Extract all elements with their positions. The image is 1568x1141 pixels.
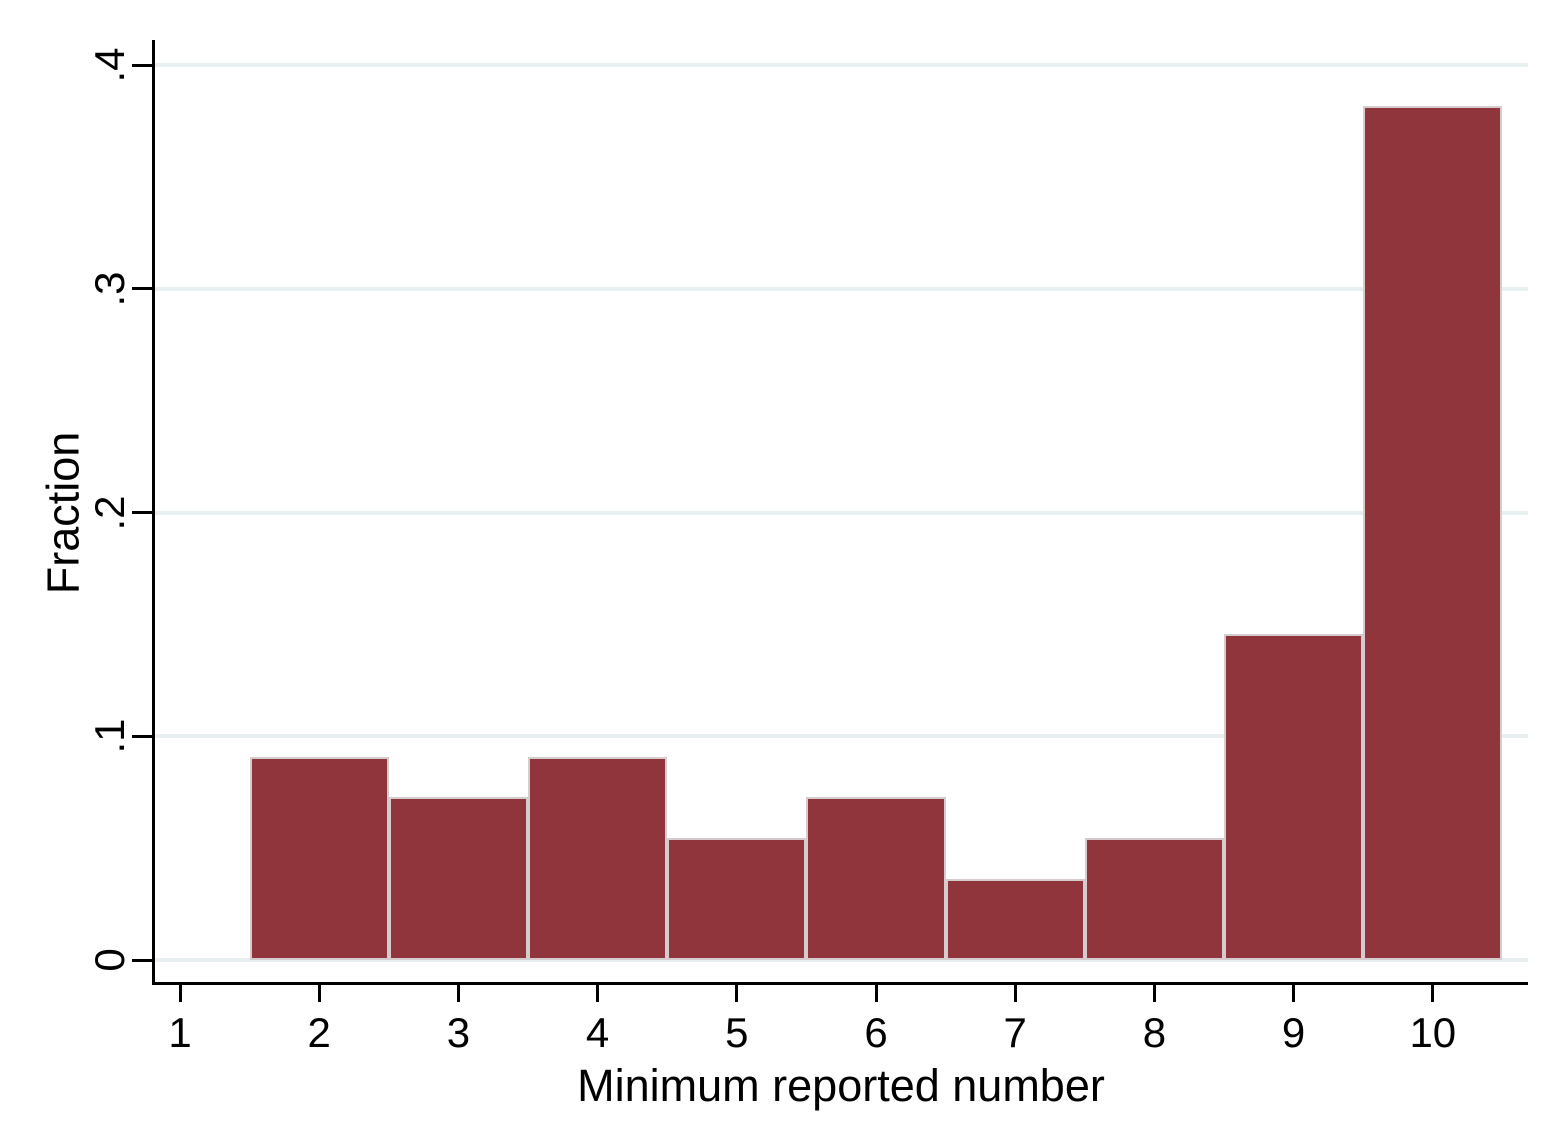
histogram-bar: [1224, 634, 1364, 960]
x-axis-tick: [317, 985, 321, 1002]
y-tick-label: .1: [86, 718, 133, 754]
x-tick-label: 2: [307, 1009, 331, 1056]
y-tick-label: .4: [86, 47, 133, 83]
x-tick-label: 3: [446, 1009, 471, 1056]
y-gridline: [155, 958, 1528, 962]
y-gridline: [155, 286, 1528, 291]
y-axis-tick: [132, 958, 152, 962]
y-axis-tick: [132, 734, 152, 738]
x-tick-label: 4: [585, 1009, 610, 1056]
x-tick-label: 10: [1409, 1009, 1457, 1056]
x-axis-tick: [1292, 985, 1296, 1002]
histogram-bar: [1363, 105, 1503, 960]
x-axis-title: Minimum reported number: [577, 1060, 1105, 1111]
y-axis-tick: [132, 287, 152, 291]
y-axis-title: Fraction: [37, 431, 89, 595]
y-axis-tick: [132, 511, 152, 514]
x-tick-label: 6: [864, 1009, 888, 1056]
y-gridline: [155, 63, 1528, 67]
x-tick-label: 7: [1003, 1009, 1027, 1056]
x-axis-tick: [596, 985, 600, 1002]
y-tick-label: 0: [86, 948, 133, 972]
histogram-bar: [528, 756, 668, 960]
histogram-bar: [945, 878, 1085, 960]
x-axis-tick: [1431, 985, 1435, 1002]
y-axis-line: [152, 40, 155, 985]
y-axis-tick: [132, 63, 152, 67]
x-axis-tick: [874, 985, 878, 1002]
histogram-bar: [667, 838, 807, 960]
y-tick-label: .3: [86, 271, 133, 307]
x-axis-tick: [735, 985, 739, 1002]
x-axis-line: [152, 982, 1528, 985]
x-axis-tick: [1152, 985, 1156, 1002]
histogram-bar: [806, 797, 946, 960]
x-tick-label: 8: [1142, 1009, 1167, 1056]
y-gridline: [155, 734, 1528, 739]
histogram-bar: [1084, 838, 1224, 960]
y-tick-label: .2: [86, 494, 133, 531]
x-tick-label: 1: [168, 1009, 192, 1056]
x-tick-label: 5: [725, 1009, 749, 1056]
y-gridline: [155, 510, 1528, 515]
histogram-bar: [388, 797, 528, 960]
x-tick-label: 9: [1281, 1009, 1306, 1056]
x-axis-tick: [456, 985, 460, 1002]
x-axis-tick: [1013, 985, 1017, 1002]
x-axis-tick: [178, 985, 182, 1002]
histogram-bar: [249, 756, 389, 960]
